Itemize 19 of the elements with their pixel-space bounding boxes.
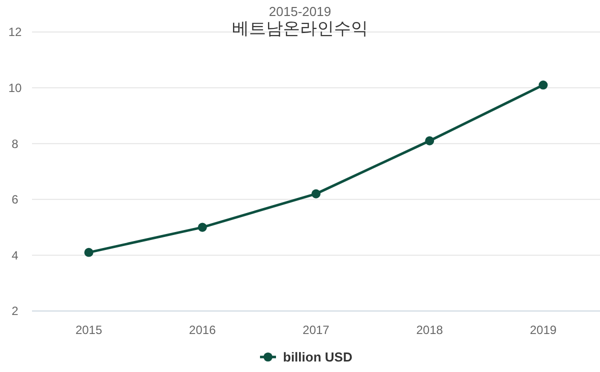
point	[198, 222, 207, 232]
x-tick-label: 2019	[530, 323, 557, 338]
y-tick-label: 10	[8, 81, 22, 95]
y-tick-label: 8	[12, 136, 19, 151]
point	[538, 80, 548, 90]
point	[425, 136, 434, 146]
x-tick-label: 2018	[416, 323, 444, 338]
y-tick-label: 12	[8, 25, 22, 40]
y-tick-label: 2	[12, 304, 19, 318]
x-tick-label: 2017	[302, 323, 330, 338]
chart-title: 베트남온라인수익	[232, 19, 368, 39]
chart-subtitle: 2015-2019	[268, 4, 332, 19]
point	[84, 248, 94, 257]
x-tick-label: 2016	[189, 323, 216, 338]
y-tick-label: 6	[12, 192, 19, 207]
x-tick-label: 2015	[75, 323, 102, 338]
legend-label: billion USD	[283, 350, 352, 365]
point	[311, 189, 321, 198]
y-tick-label: 4	[12, 248, 19, 262]
